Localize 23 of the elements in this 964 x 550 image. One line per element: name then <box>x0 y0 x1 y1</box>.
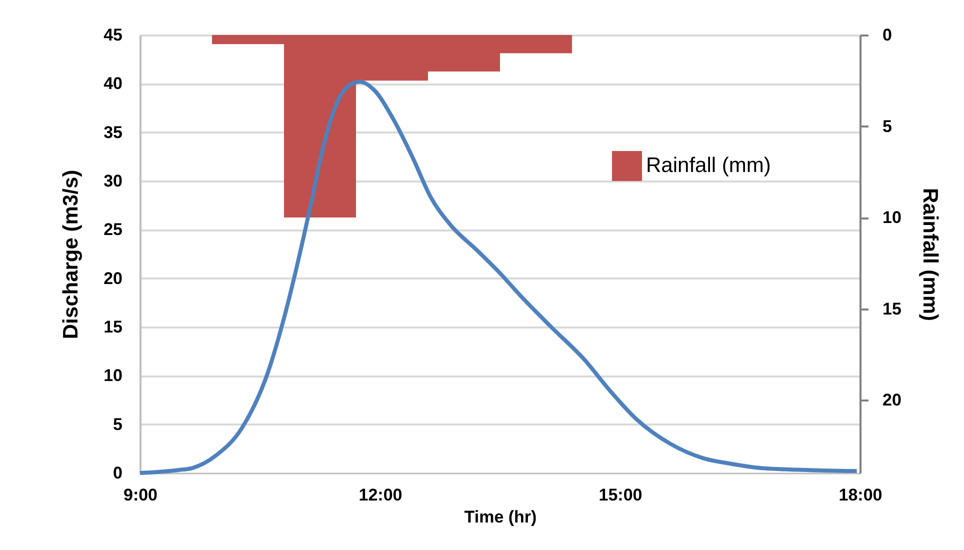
y2-tick-label: 10 <box>882 208 902 227</box>
y2-axis-title: Rainfall (mm) <box>918 188 942 322</box>
y-tick-label: 30 <box>104 172 122 190</box>
y-axis-title: Discharge (m3/s) <box>60 170 83 340</box>
y2-tick-label: 5 <box>882 116 892 136</box>
y-tick-label: 10 <box>104 366 122 386</box>
y-tick-label: 20 <box>104 268 122 288</box>
y-tick-label: 45 <box>104 26 122 44</box>
y-tick-label: 15 <box>104 318 122 336</box>
x-tick-label: 9:00 <box>123 486 158 504</box>
legend-label: Rainfall (mm) <box>646 154 771 177</box>
y2-tick-label: 0 <box>882 26 892 44</box>
y2-tick-label: 20 <box>882 390 902 410</box>
y-tick-label: 5 <box>113 414 122 434</box>
x-axis-title: Time (hr) <box>464 508 537 526</box>
x-tick-label: 18:00 <box>838 486 882 504</box>
y-tick-label: 35 <box>104 122 122 142</box>
y2-tick-label: 15 <box>882 299 902 318</box>
x-tick-label: 15:00 <box>598 486 642 504</box>
y-tick-label: 0 <box>113 464 122 482</box>
y-tick-label: 25 <box>104 220 122 240</box>
x-tick-label: 12:00 <box>358 486 402 504</box>
y-tick-label: 40 <box>104 74 122 94</box>
